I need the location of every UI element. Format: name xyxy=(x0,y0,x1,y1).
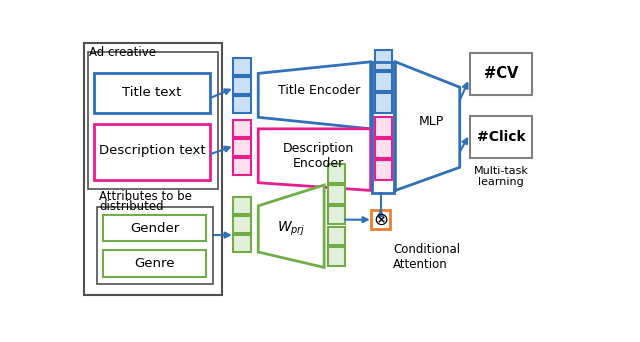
Text: Conditional
Attention: Conditional Attention xyxy=(393,243,460,271)
Bar xyxy=(470,53,532,95)
Bar xyxy=(374,50,392,69)
Text: $W_{prj}$: $W_{prj}$ xyxy=(276,220,305,238)
Text: Description
Encoder: Description Encoder xyxy=(283,142,355,170)
Text: Attributes to be: Attributes to be xyxy=(99,190,192,203)
Bar xyxy=(328,206,345,224)
Text: Ad creative: Ad creative xyxy=(90,47,156,60)
Text: #Click: #Click xyxy=(477,130,525,144)
Bar xyxy=(374,93,392,113)
Bar xyxy=(234,235,250,252)
Polygon shape xyxy=(259,185,324,267)
Bar xyxy=(372,62,394,193)
Text: Title Encoder: Title Encoder xyxy=(278,84,360,97)
Bar xyxy=(328,227,345,245)
Polygon shape xyxy=(259,62,371,129)
Bar xyxy=(328,185,345,203)
Text: Gender: Gender xyxy=(130,222,179,235)
Bar xyxy=(234,77,250,94)
Bar xyxy=(84,43,222,295)
Bar xyxy=(94,74,210,114)
Bar xyxy=(103,215,205,241)
Bar xyxy=(234,197,250,213)
Bar xyxy=(97,207,213,284)
Bar xyxy=(103,250,205,277)
Text: $\otimes$: $\otimes$ xyxy=(373,211,388,229)
Bar xyxy=(371,210,390,229)
Bar xyxy=(234,216,250,233)
Bar xyxy=(94,124,210,180)
Bar xyxy=(374,72,392,91)
Bar xyxy=(328,164,345,183)
Text: Genre: Genre xyxy=(134,257,175,270)
Bar xyxy=(234,120,250,136)
Bar xyxy=(234,139,250,156)
Bar xyxy=(234,96,250,114)
Text: Title text: Title text xyxy=(122,86,182,99)
Bar xyxy=(470,116,532,158)
Bar xyxy=(328,247,345,266)
Polygon shape xyxy=(259,129,371,190)
Text: Description text: Description text xyxy=(99,144,205,157)
Bar xyxy=(234,58,250,75)
Bar xyxy=(374,160,392,180)
Text: #CV: #CV xyxy=(484,66,518,81)
Bar xyxy=(88,52,218,189)
Text: Multi-task
learning: Multi-task learning xyxy=(474,166,528,187)
Text: distributed: distributed xyxy=(99,200,164,213)
Bar xyxy=(234,158,250,175)
Bar xyxy=(374,139,392,158)
Polygon shape xyxy=(396,62,460,190)
Text: MLP: MLP xyxy=(419,115,444,128)
Bar xyxy=(374,117,392,136)
